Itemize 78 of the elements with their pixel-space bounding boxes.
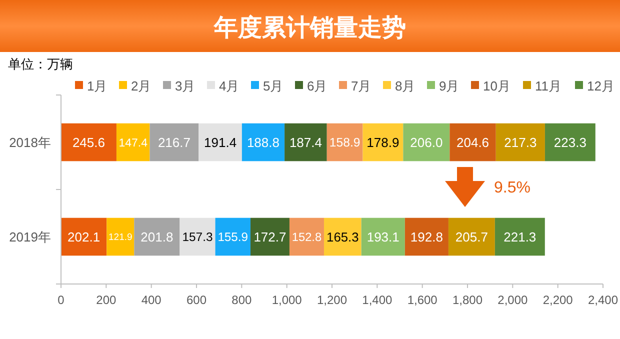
x-tick-label: 1,000 <box>272 293 302 308</box>
x-tick-label: 2,200 <box>542 293 574 308</box>
x-tick-label: 1,200 <box>316 293 348 308</box>
x-tick-label: 1,400 <box>362 293 393 308</box>
x-tick-label: 1,600 <box>407 293 438 308</box>
legend-label: 9月 <box>439 78 460 94</box>
bar <box>496 123 545 162</box>
data-label: 188.8 <box>246 134 280 150</box>
bar <box>326 123 363 162</box>
legend-label: 11月 <box>535 78 562 94</box>
bar <box>134 218 180 256</box>
bar <box>180 218 216 256</box>
legend-label: 6月 <box>307 78 328 94</box>
data-label: 178.9 <box>366 134 400 150</box>
data-label: 165.3 <box>326 229 359 244</box>
bar <box>544 123 596 162</box>
x-tick-label: 2,000 <box>498 293 528 308</box>
y-tick-label: 2019年 <box>9 229 51 244</box>
x-tick-label: 400 <box>141 293 162 308</box>
data-label: 204.6 <box>456 134 490 150</box>
data-label: 192.8 <box>410 229 443 244</box>
bar <box>215 218 250 256</box>
x-tick-label: 600 <box>186 293 207 308</box>
legend-label: 1月 <box>87 78 108 94</box>
data-label: 223.3 <box>554 134 586 150</box>
legend-label: 7月 <box>351 78 372 94</box>
data-label: 158.9 <box>329 136 360 150</box>
legend-label: 12月 <box>587 78 614 94</box>
data-label: 221.3 <box>504 229 536 244</box>
data-label: 157.3 <box>182 230 214 244</box>
data-label: 201.8 <box>140 229 174 244</box>
data-label: 155.9 <box>218 230 248 244</box>
data-label: 202.1 <box>68 229 100 244</box>
bar <box>242 123 285 162</box>
bar <box>448 218 495 256</box>
data-label: 187.4 <box>289 134 322 150</box>
bar <box>450 123 496 162</box>
x-tick-label: 800 <box>232 293 252 308</box>
bar <box>198 123 242 162</box>
data-label: 245.6 <box>72 134 106 150</box>
data-label: 147.4 <box>118 137 148 150</box>
bar <box>61 218 107 256</box>
data-label: 216.7 <box>158 134 190 150</box>
x-tick-label: 1,800 <box>452 293 483 308</box>
bar <box>324 218 362 256</box>
bar <box>494 218 545 256</box>
data-label: 193.1 <box>366 229 400 244</box>
bar <box>116 123 150 162</box>
data-label: 172.7 <box>254 229 286 244</box>
legend-label: 3月 <box>175 78 196 94</box>
x-tick-label: 0 <box>58 293 65 308</box>
data-label: 206.0 <box>410 134 443 150</box>
bar <box>403 123 450 162</box>
bar <box>404 218 448 256</box>
bar <box>61 123 116 162</box>
data-label: 191.4 <box>204 134 237 150</box>
legend-label: 5月 <box>263 78 284 94</box>
annotation: 9.5% <box>494 180 530 197</box>
legend-label: 2月 <box>131 78 152 94</box>
bar <box>284 123 327 162</box>
data-label: 121.9 <box>108 232 132 244</box>
legend-label: 10月 <box>483 78 510 94</box>
x-tick-label: 2,400 <box>588 293 618 308</box>
bar <box>150 123 199 162</box>
bar <box>361 218 405 256</box>
data-label: 205.7 <box>455 229 488 244</box>
chart-title: 年度累计销量走势 <box>213 14 406 42</box>
legend-label: 8月 <box>395 78 416 94</box>
x-tick-label: 200 <box>96 293 116 308</box>
legend-label: 4月 <box>219 78 240 94</box>
y-tick-label: 2018年 <box>9 134 51 150</box>
data-label: 152.8 <box>292 230 322 244</box>
bar <box>250 218 290 256</box>
bar <box>289 218 324 256</box>
bar <box>106 218 134 256</box>
data-label: 217.3 <box>504 134 537 150</box>
chart-subtitle: 单位：万辆 <box>8 56 73 72</box>
bar <box>362 123 404 162</box>
